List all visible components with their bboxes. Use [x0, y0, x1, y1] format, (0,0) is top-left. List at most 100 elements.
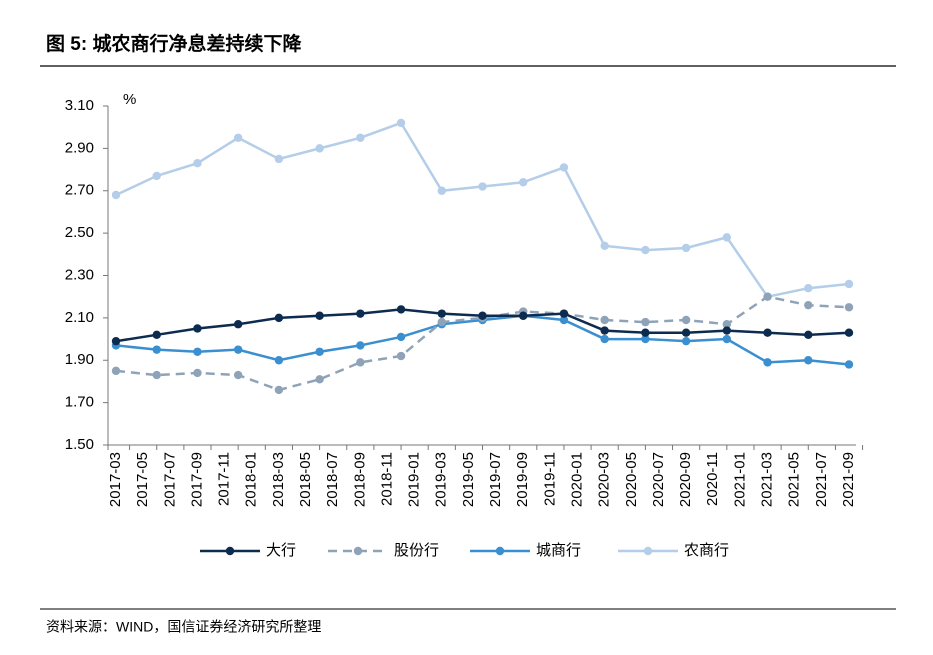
x-tick-label: 2020-01	[568, 452, 585, 507]
y-tick-label: 2.10	[65, 309, 94, 326]
x-tick-label: 2019-07	[487, 452, 504, 507]
x-tick-label: 2019-09	[514, 452, 531, 507]
point	[804, 300, 813, 310]
point	[681, 315, 691, 325]
x-tick-label: 2019-11	[541, 452, 558, 506]
x-tick-label: 2020-09	[677, 452, 694, 507]
x-tick-label: 2020-05	[623, 452, 640, 507]
point	[844, 360, 854, 369]
point	[844, 328, 854, 337]
point	[356, 341, 365, 350]
series	[111, 292, 854, 395]
point	[233, 370, 243, 380]
point	[193, 159, 202, 168]
x-tick-label: 2021-05	[786, 452, 803, 507]
point	[274, 154, 284, 164]
point	[600, 315, 609, 325]
point	[396, 305, 406, 314]
point	[315, 144, 324, 153]
y-tick-label: 2.50	[65, 224, 94, 241]
chart-title: 图 5: 城农商行净息差持续下降	[46, 32, 302, 55]
x-tick-label: 2017-07	[161, 452, 178, 507]
point	[559, 315, 569, 325]
point	[844, 303, 854, 312]
point	[152, 171, 161, 181]
point	[274, 356, 284, 365]
point	[396, 332, 406, 342]
point	[722, 326, 732, 335]
source: 资料来源：WIND，国信证券经济研究所整理	[46, 619, 321, 635]
point	[396, 118, 406, 128]
line	[115, 295, 850, 392]
point	[559, 163, 569, 172]
legend-marker	[643, 546, 653, 556]
x-tick-label: 2018-11	[378, 452, 395, 506]
y-tick-label: 1.90	[65, 351, 94, 368]
x-tick-label: 2019-01	[406, 452, 423, 507]
point	[315, 311, 324, 320]
point	[559, 309, 569, 318]
x-tick-label: 2018-09	[351, 452, 368, 507]
x-tick-label: 2019-03	[433, 452, 450, 507]
point	[111, 366, 121, 376]
y-tick-label: 2.90	[65, 139, 94, 156]
point	[233, 320, 243, 329]
point	[193, 347, 202, 356]
point	[804, 356, 813, 365]
point	[478, 182, 487, 191]
x-tick-label: 2020-11	[704, 452, 721, 506]
legend-marker	[495, 546, 505, 556]
point	[519, 311, 528, 320]
x-tick-label: 2017-09	[188, 452, 205, 507]
point	[233, 345, 243, 354]
legend-marker	[353, 546, 363, 556]
y-tick-label: 2.70	[65, 182, 94, 199]
legend-label: 农商行	[684, 542, 729, 559]
y-tick-label: 1.50	[65, 436, 94, 453]
x-tick-label: 2020-07	[650, 452, 667, 507]
x-tick-label: 2021-07	[813, 452, 830, 507]
point	[641, 328, 650, 337]
point	[193, 368, 202, 378]
x-tick-label: 2017-05	[134, 452, 151, 507]
point	[396, 351, 406, 361]
point	[681, 328, 691, 337]
y-tick-label: 3.10	[65, 97, 94, 114]
point	[152, 345, 161, 354]
point	[233, 133, 243, 142]
x-tick-label: 2018-07	[324, 452, 341, 507]
point	[111, 190, 121, 200]
series	[111, 305, 854, 346]
x-tick-label: 2018-05	[297, 452, 314, 507]
point	[722, 233, 732, 242]
point	[437, 309, 446, 318]
point	[478, 311, 487, 320]
point	[152, 330, 161, 340]
point	[641, 245, 650, 255]
point	[844, 279, 854, 289]
x-tick-label: 2020-03	[596, 452, 613, 507]
x-tick-label: 2021-01	[731, 452, 748, 507]
point	[437, 317, 446, 327]
y-tick-label: 1.70	[65, 394, 94, 411]
point	[315, 347, 324, 356]
legend-marker	[225, 546, 235, 556]
point	[804, 330, 813, 340]
point	[315, 375, 324, 384]
point	[274, 385, 284, 395]
point	[519, 178, 528, 187]
line	[115, 121, 850, 299]
point	[193, 324, 202, 333]
x-tick-label: 2018-01	[243, 452, 260, 507]
point	[763, 328, 772, 337]
point	[600, 334, 609, 344]
legend-label: 股份行	[394, 542, 439, 559]
point	[641, 334, 650, 344]
point	[763, 292, 772, 301]
y-tick-label: 2.30	[65, 266, 94, 283]
point	[722, 320, 732, 329]
point	[437, 186, 446, 195]
point	[111, 336, 121, 346]
x-tick-label: 2017-11	[216, 452, 233, 506]
